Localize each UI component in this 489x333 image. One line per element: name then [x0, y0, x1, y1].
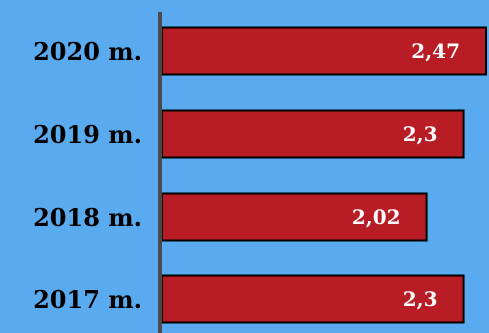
value-label-2: 2,02	[352, 205, 401, 229]
bar-3	[161, 274, 465, 324]
category-label-3: 2017 m.	[33, 285, 142, 314]
value-label-3: 2,3	[403, 287, 438, 311]
bar-2	[161, 192, 428, 242]
labels-group: 2020 m. 2,47 2019 m. 2,3 2018 m. 2,02 2017 m. 2…	[33, 37, 460, 314]
category-label-0: 2020 m.	[33, 37, 142, 66]
bar-1	[161, 109, 465, 159]
value-label-0: 2,47	[411, 39, 460, 63]
bars-group	[161, 26, 487, 324]
value-label-1: 2,3	[403, 122, 438, 146]
category-label-2: 2018 m.	[33, 203, 142, 232]
category-label-1: 2019 m.	[33, 120, 142, 149]
